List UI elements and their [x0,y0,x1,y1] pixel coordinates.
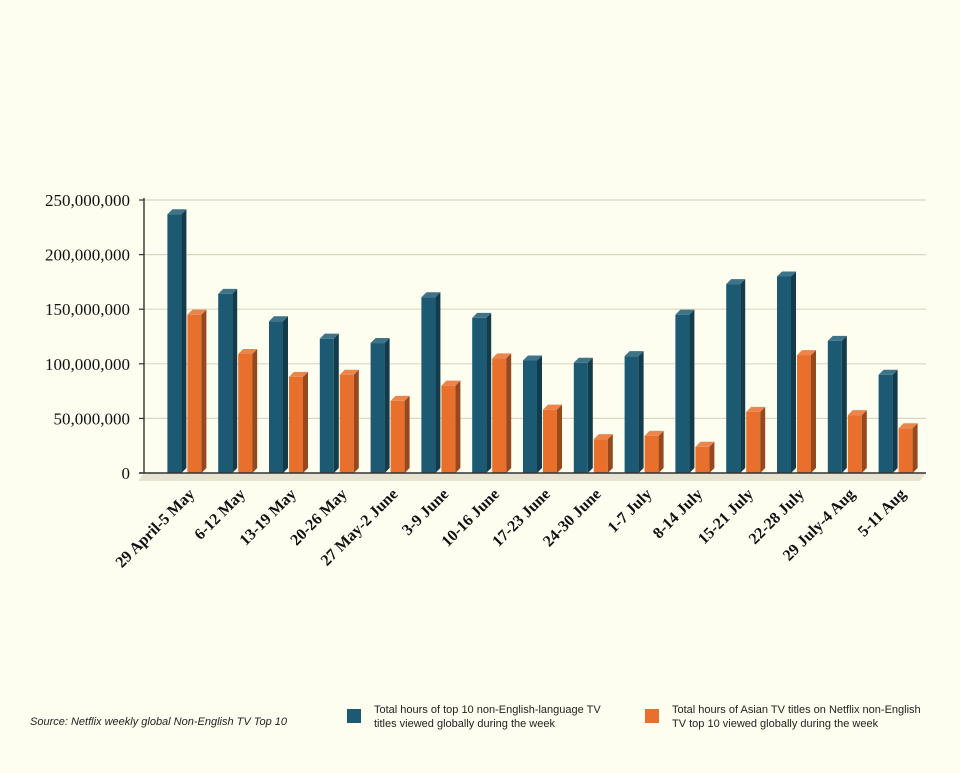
y-tick-label: 0 [122,464,131,483]
bar-asian-1-7-july [644,430,664,473]
y-tick-label: 250,000,000 [45,191,130,210]
bar-asian-13-19-may [289,371,308,473]
bar-asian-17-23-june [543,404,562,473]
bar-total-20-26-may [319,333,339,473]
legend-label-series-1: Total hours of top 10 non-English-langua… [374,704,601,730]
legend-item-series-2: Total hours of Asian TV titles on Netfli… [645,703,921,731]
y-tick-label: 50,000,000 [54,409,131,428]
bar-total-15-21-july [726,279,746,473]
bar-total-29-july-4-aug [827,335,847,473]
x-tick-label: 3-9 June [399,486,452,539]
bar-total-22-28-july [777,271,796,473]
chart-floor [138,473,926,481]
legend-label-series-2: Total hours of Asian TV titles on Netfli… [672,704,921,730]
bar-total-29-april-5-may [167,209,187,474]
bar-asian-8-14-july [695,441,715,473]
bar-asian-3-9-june [441,380,461,473]
bar-asian-27-may-2-june [390,395,410,473]
bar-total-8-14-july [675,309,695,473]
bar-asian-5-11-aug [898,423,918,473]
bar-total-17-23-june [523,355,542,473]
x-tick-label: 1-7 July [605,486,656,537]
source-note: Source: Netflix weekly global Non-Englis… [30,716,288,728]
bars [167,209,918,474]
bar-asian-6-12-may [238,348,258,473]
bar-total-1-7-july [624,351,644,473]
bar-asian-22-28-july [797,350,816,473]
y-axis-ticks: 0 50,000,000 100,000,000 150,000,000 200,000… [45,191,130,483]
bar-total-6-12-may [218,288,238,473]
x-tick-label: 5-11 Aug [855,486,909,540]
bar-asian-29-july-4-aug [847,410,867,473]
bar-total-5-11-aug [878,369,898,473]
y-tick-label: 100,000,000 [45,355,130,374]
floor-strip [138,473,926,481]
bar-asian-10-16-june [492,353,512,473]
legend-item-series-1: Total hours of top 10 non-English-langua… [347,703,601,731]
x-tick-label: 29 April-5 May [113,486,199,572]
legend-swatch-blue [347,709,361,723]
bar-total-13-19-may [269,316,288,473]
bar-asian-15-21-july [746,406,766,473]
y-tick-label: 200,000,000 [45,246,130,265]
bar-total-10-16-june [472,312,492,473]
bar-asian-24-30-june [593,434,613,473]
bar-asian-20-26-may [339,369,359,473]
axes [139,198,926,474]
bar-asian-29-april-5-may [187,309,207,473]
bar-total-24-30-june [573,357,593,473]
bar-total-3-9-june [421,292,441,473]
legend-swatch-orange [645,709,659,723]
bar-total-27-may-2-june [370,338,390,473]
y-tick-label: 150,000,000 [45,300,130,319]
